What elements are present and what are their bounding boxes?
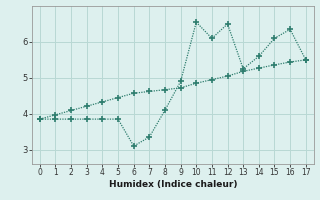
X-axis label: Humidex (Indice chaleur): Humidex (Indice chaleur) <box>108 180 237 189</box>
